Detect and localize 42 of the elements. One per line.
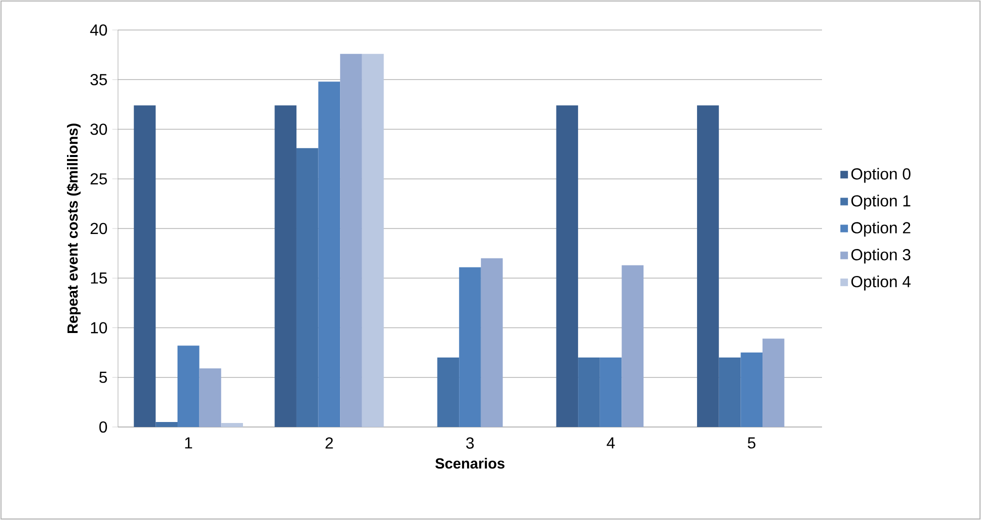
- bar: [318, 82, 340, 427]
- bar: [600, 358, 622, 427]
- y-tick-label: 35: [90, 74, 107, 86]
- x-tick-label: 5: [748, 437, 756, 449]
- legend-label: Option 4: [851, 276, 911, 290]
- bar: [199, 368, 222, 427]
- bar: [697, 105, 719, 427]
- y-tick-label: 10: [91, 322, 107, 334]
- bar: [178, 346, 200, 427]
- bar: [578, 358, 600, 427]
- legend-label: Option 0: [851, 168, 910, 183]
- x-tick-label: 2: [326, 437, 333, 449]
- bar: [718, 358, 741, 427]
- bar: [437, 358, 460, 427]
- bar: [762, 338, 784, 427]
- y-tick-label: 30: [90, 124, 107, 135]
- y-tick-label: 25: [90, 173, 107, 185]
- y-tick-label: 0: [99, 421, 107, 433]
- y-tick-label: 20: [90, 222, 107, 234]
- bar: [340, 54, 362, 427]
- y-tick-label: 40: [90, 24, 107, 36]
- bar: [274, 105, 296, 427]
- x-tick-label: 3: [466, 437, 474, 449]
- y-tick-label: 15: [91, 272, 107, 284]
- y-axis-title: Repeat event costs ($millions): [66, 124, 81, 334]
- bar: [459, 267, 481, 427]
- legend-label: Option 3: [851, 248, 910, 264]
- legend-label: Option 2: [851, 222, 910, 237]
- x-tick-label: 1: [185, 437, 192, 448]
- bar: [740, 352, 763, 427]
- bar: [134, 105, 156, 427]
- bar: [156, 422, 178, 427]
- bar: [622, 265, 644, 427]
- bar: [362, 54, 384, 427]
- bar: [296, 148, 318, 427]
- bar: [556, 105, 578, 427]
- x-tick-label: 4: [606, 437, 615, 448]
- x-axis-title: Scenarios: [435, 458, 504, 469]
- legend-label: Option 1: [851, 194, 910, 210]
- y-tick-label: 5: [99, 372, 107, 383]
- bar: [480, 258, 503, 427]
- bar: [221, 423, 243, 427]
